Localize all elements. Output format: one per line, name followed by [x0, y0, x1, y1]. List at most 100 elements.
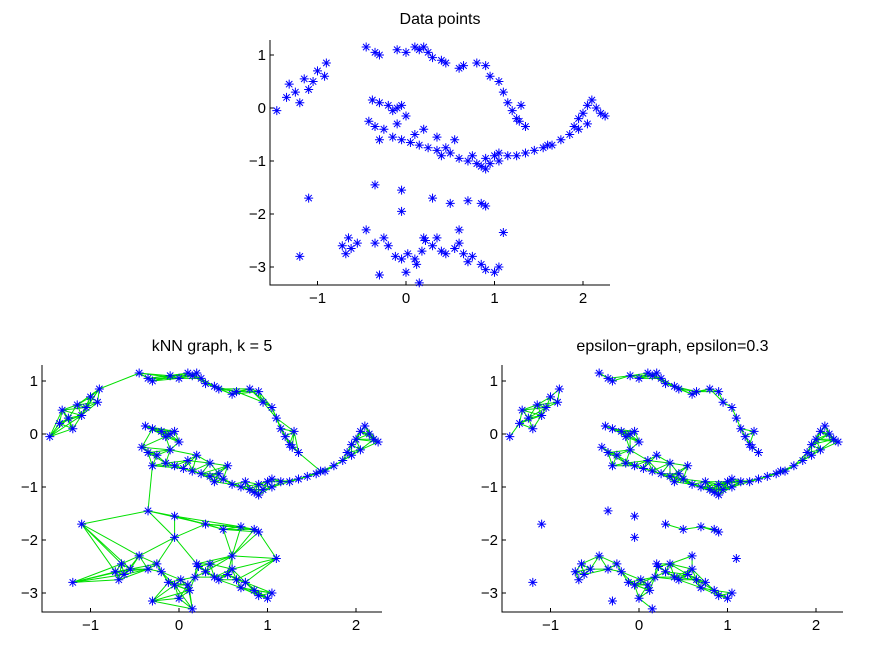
data-point — [727, 482, 737, 492]
data-point — [718, 485, 728, 495]
data-point — [205, 458, 215, 468]
data-point — [683, 461, 693, 471]
data-point — [623, 577, 633, 587]
graph-edge — [621, 571, 641, 581]
data-point — [374, 270, 384, 280]
data-point — [313, 66, 322, 76]
graph-edge — [276, 417, 295, 432]
data-point — [607, 596, 617, 606]
graph-edge — [141, 446, 171, 451]
graph-edge — [174, 460, 188, 467]
data-point — [276, 477, 286, 487]
data-point — [214, 384, 224, 394]
data-point — [414, 140, 424, 150]
graph-edge — [293, 431, 299, 453]
data-point — [587, 95, 597, 105]
data-point — [692, 387, 702, 397]
data-point — [428, 193, 438, 203]
data-point — [72, 400, 82, 410]
axes-frame — [269, 40, 610, 286]
data-point — [687, 564, 697, 574]
data-point — [293, 474, 303, 484]
data-point — [582, 119, 592, 129]
graph-edge — [634, 584, 640, 599]
graph-edge — [81, 523, 131, 570]
data-point — [498, 87, 508, 97]
graph-edge — [625, 449, 631, 464]
graph-edge — [612, 428, 626, 438]
x-tick-label: 1 — [263, 617, 271, 634]
graph-edge — [222, 529, 233, 557]
data-point — [494, 156, 504, 166]
data-point — [134, 368, 144, 378]
graph-edge — [656, 454, 671, 464]
data-point — [267, 403, 277, 412]
graph-edge — [519, 414, 542, 424]
data-point — [361, 225, 371, 235]
graph-edge — [156, 449, 171, 456]
data-point — [156, 567, 166, 577]
data-point — [625, 371, 635, 381]
data-point — [603, 373, 613, 383]
graph-edge — [589, 555, 600, 570]
graph-edge — [200, 465, 228, 475]
data-point — [643, 456, 653, 465]
data-points — [505, 368, 843, 614]
data-point — [607, 424, 617, 434]
data-point — [337, 241, 347, 251]
x-tick-label: −1 — [82, 617, 99, 634]
data-point — [833, 437, 843, 447]
graph-edge — [81, 523, 116, 573]
graph-edge — [81, 523, 140, 557]
data-point — [687, 479, 697, 489]
data-point — [170, 532, 180, 542]
panel-1: Data points −1 0 1 2 1 0 −1 −2 −3 — [249, 11, 610, 307]
x-tick-label: 2 — [352, 617, 360, 634]
data-point — [630, 511, 640, 521]
data-point — [240, 577, 250, 587]
graph-edge — [669, 563, 675, 578]
graph-edge — [130, 563, 157, 570]
graph-edge — [682, 465, 689, 480]
data-point — [320, 71, 330, 81]
graph-edge — [634, 460, 649, 467]
data-point — [472, 58, 482, 68]
data-point — [410, 42, 420, 52]
graph-edge — [138, 536, 175, 557]
data-point — [218, 524, 228, 534]
data-point — [481, 164, 491, 174]
data-point — [652, 368, 662, 378]
data-point — [498, 228, 508, 238]
graph-edge — [245, 581, 273, 594]
data-point — [520, 148, 530, 158]
graph-edge — [669, 555, 693, 565]
data-point — [607, 376, 617, 386]
data-point — [476, 198, 486, 208]
data-point — [727, 588, 737, 598]
graph-edge — [236, 558, 277, 581]
data-point — [541, 403, 551, 412]
data-point — [634, 593, 644, 603]
axes-frame — [501, 365, 843, 613]
data-point — [718, 397, 728, 407]
data-point — [86, 392, 95, 402]
x-tick-label: 0 — [175, 617, 183, 634]
data-point — [272, 106, 282, 116]
data-point — [134, 551, 144, 561]
data-point — [379, 124, 389, 134]
panel-3: epsilon−graph, epsilon=0.3 −1 0 1 2 1 0 −1 −2 −3 — [481, 338, 843, 634]
data-point — [192, 368, 202, 378]
data-point — [110, 567, 120, 577]
data-point — [600, 421, 610, 431]
data-point — [414, 45, 424, 55]
data-point — [271, 554, 281, 564]
data-point — [503, 151, 513, 161]
data-point — [454, 238, 464, 248]
graph-edge — [654, 571, 666, 578]
data-point — [705, 384, 715, 394]
data-point — [419, 124, 429, 134]
data-point — [276, 424, 286, 434]
data-point — [249, 524, 259, 534]
data-point — [370, 180, 380, 190]
data-point — [267, 482, 277, 492]
